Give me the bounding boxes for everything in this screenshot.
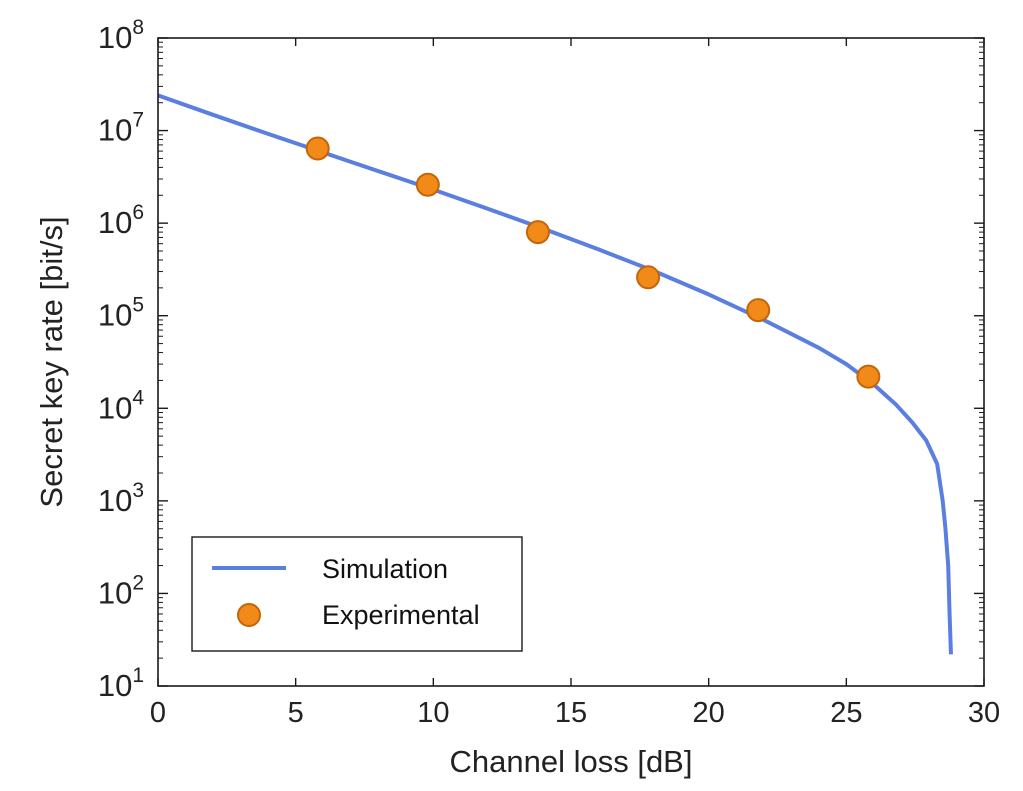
x-tick-label: 0 <box>150 697 166 729</box>
x-tick-label: 30 <box>968 697 1000 729</box>
x-tick-label: 15 <box>555 697 587 729</box>
legend-experimental-marker <box>237 603 261 627</box>
experimental-point <box>636 265 661 290</box>
y-tick-label: 105 <box>98 294 144 333</box>
experimental-point <box>305 136 330 161</box>
series-layer <box>158 93 953 655</box>
experimental-point <box>856 364 881 389</box>
experimental-point <box>746 298 771 323</box>
ticks-layer: 0 5 10 15 20 25 30 101 102 103 104 105 106 107 108 <box>98 16 1000 729</box>
y-tick-label: 106 <box>98 201 144 240</box>
y-tick-label: 101 <box>98 664 144 703</box>
legend-box <box>191 536 523 652</box>
y-tick-label: 108 <box>98 16 144 55</box>
y-axis-title: Secret key rate [bit/s] <box>34 216 69 507</box>
experimental-point <box>415 172 440 197</box>
experimental-point <box>525 220 550 245</box>
x-tick-label: 5 <box>288 697 304 729</box>
y-tick-label: 103 <box>98 479 144 518</box>
plot-frame <box>157 37 985 687</box>
simulation-line <box>158 93 953 655</box>
legend-experimental-label: Experimental <box>322 600 480 630</box>
y-tick-label: 102 <box>98 571 144 610</box>
legend-simulation-label: Simulation <box>322 554 448 584</box>
legend: Simulation Experimental <box>191 536 523 652</box>
y-tick-label: 104 <box>98 386 144 425</box>
x-tick-label: 20 <box>693 697 725 729</box>
x-axis-title: Channel loss [dB] <box>450 744 693 779</box>
x-tick-label: 10 <box>417 697 449 729</box>
y-tick-label: 107 <box>98 109 144 148</box>
x-tick-label: 25 <box>830 697 862 729</box>
